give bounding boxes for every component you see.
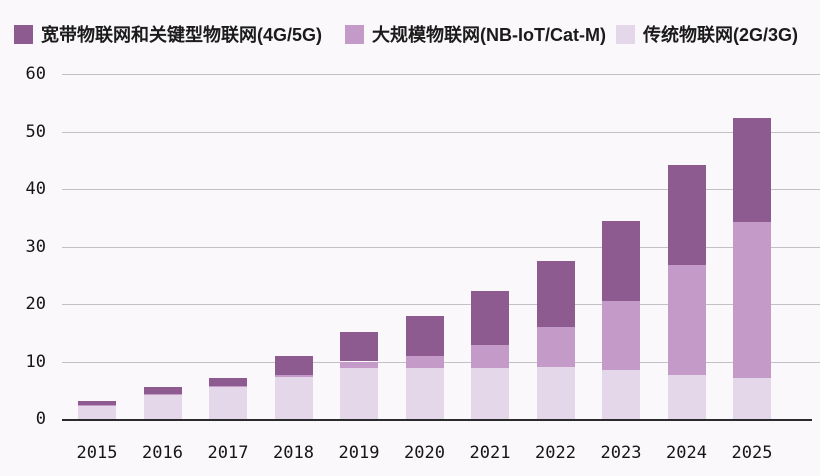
x-tick-label-2018: 2018 bbox=[273, 443, 314, 463]
x-tick-label-2025: 2025 bbox=[731, 443, 773, 463]
bar-segment-2017-series-1 bbox=[209, 386, 247, 388]
bar-segment-2020-series-0 bbox=[405, 315, 444, 357]
legend-item-2: 传统物联网(2G/3G) bbox=[616, 21, 798, 47]
bar-segment-2019-series-0 bbox=[340, 331, 378, 362]
gridline-50 bbox=[62, 131, 820, 133]
gridline-20 bbox=[62, 304, 820, 305]
bar-segment-2018-series-2 bbox=[274, 377, 313, 419]
legend-label: 大规模物联网(NB-IoT/Cat-M) bbox=[372, 25, 606, 45]
x-tick-label-2019: 2019 bbox=[338, 443, 380, 463]
bar-segment-2024-series-0 bbox=[667, 165, 706, 265]
x-axis-line bbox=[62, 419, 812, 421]
x-tick-label-2017: 2017 bbox=[207, 443, 249, 463]
bar-segment-2024-series-1 bbox=[667, 264, 706, 376]
y-tick-label-40: 40 bbox=[25, 179, 46, 199]
bar-segment-2018-series-1 bbox=[274, 375, 313, 378]
legend-swatch-icon bbox=[14, 24, 33, 44]
bar-segment-2019-series-2 bbox=[340, 368, 378, 419]
bar-segment-2021-series-2 bbox=[471, 367, 509, 419]
bar-segment-2020-series-2 bbox=[405, 368, 444, 419]
bar-segment-2015-series-0 bbox=[78, 401, 116, 405]
y-tick-label-30: 30 bbox=[25, 236, 46, 257]
bar-segment-2018-series-0 bbox=[274, 356, 313, 376]
bar-segment-2016-series-2 bbox=[143, 394, 182, 419]
bar-segment-2025-series-1 bbox=[733, 221, 771, 378]
bar-segment-2022-series-0 bbox=[536, 260, 575, 327]
bar-segment-2016-series-0 bbox=[143, 386, 182, 394]
y-tick-label-10: 10 bbox=[25, 351, 46, 372]
y-tick-label-0: 0 bbox=[35, 409, 46, 429]
legend-swatch-icon bbox=[616, 24, 635, 44]
bar-segment-2015-series-2 bbox=[78, 405, 116, 419]
legend-swatch-icon bbox=[345, 24, 364, 44]
x-tick-label-2020: 2020 bbox=[404, 443, 445, 463]
bar-segment-2025-series-0 bbox=[733, 118, 771, 222]
bar-segment-2022-series-2 bbox=[536, 367, 575, 419]
y-tick-label-50: 50 bbox=[25, 121, 46, 142]
legend-label: 宽带物联网和关键型物联网(4G/5G) bbox=[41, 25, 323, 45]
x-tick-label-2024: 2024 bbox=[666, 443, 707, 463]
bar-segment-2015-series-1 bbox=[78, 404, 116, 406]
legend-item-1: 大规模物联网(NB-IoT/Cat-M) bbox=[345, 21, 606, 47]
gridline-60 bbox=[62, 74, 820, 75]
legend-item-0: 宽带物联网和关键型物联网(4G/5G) bbox=[14, 21, 322, 47]
bar-segment-2024-series-2 bbox=[667, 375, 706, 419]
bar-segment-2022-series-1 bbox=[536, 327, 575, 368]
x-tick-label-2016: 2016 bbox=[142, 443, 183, 463]
bar-segment-2020-series-1 bbox=[405, 356, 444, 369]
bar-segment-2021-series-0 bbox=[471, 290, 509, 345]
legend-label: 传统物联网(2G/3G) bbox=[643, 25, 799, 45]
bar-segment-2017-series-0 bbox=[209, 377, 247, 387]
bar-segment-2019-series-1 bbox=[340, 361, 378, 369]
gridline-40 bbox=[62, 189, 820, 190]
bar-segment-2016-series-1 bbox=[143, 393, 182, 395]
y-tick-label-60: 60 bbox=[25, 64, 46, 84]
x-tick-label-2022: 2022 bbox=[535, 443, 576, 463]
bar-segment-2023-series-2 bbox=[602, 370, 640, 419]
x-tick-label-2021: 2021 bbox=[469, 443, 511, 463]
x-tick-label-2015: 2015 bbox=[76, 443, 118, 463]
bar-segment-2025-series-2 bbox=[733, 377, 771, 419]
x-tick-label-2023: 2023 bbox=[600, 443, 642, 463]
bar-segment-2023-series-1 bbox=[602, 300, 640, 371]
gridline-30 bbox=[62, 246, 820, 248]
y-tick-label-20: 20 bbox=[25, 294, 46, 314]
bar-segment-2017-series-2 bbox=[209, 387, 247, 419]
bar-segment-2023-series-0 bbox=[602, 221, 640, 301]
bar-segment-2021-series-1 bbox=[471, 344, 509, 368]
